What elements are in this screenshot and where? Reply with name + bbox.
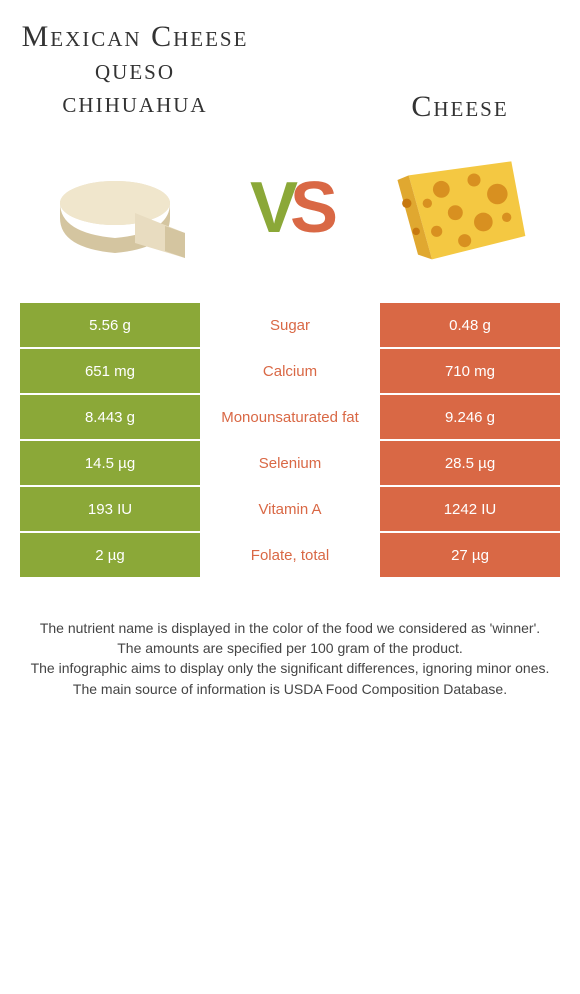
vs-label: VS (250, 167, 330, 249)
right-value: 28.5 µg (380, 441, 560, 485)
vs-v: V (250, 168, 290, 248)
footer-line: The main source of information is USDA F… (30, 680, 550, 698)
footer-line: The amounts are specified per 100 gram o… (30, 639, 550, 657)
left-value: 14.5 µg (20, 441, 200, 485)
right-value: 710 mg (380, 349, 560, 393)
left-value: 2 µg (20, 533, 200, 577)
nutrient-label: Vitamin A (200, 487, 380, 531)
footer-line: The infographic aims to display only the… (30, 659, 550, 677)
title-right: Cheese (360, 20, 560, 123)
nutrient-label: Sugar (200, 303, 380, 347)
title-left: Mexican Cheese queso chihuahua (20, 20, 250, 119)
comparison-table: 5.56 g Sugar 0.48 g 651 mg Calcium 710 m… (20, 303, 560, 579)
header: Mexican Cheese queso chihuahua Cheese (20, 20, 560, 123)
table-row: 651 mg Calcium 710 mg (20, 349, 560, 395)
cheese-image (390, 143, 530, 273)
right-value: 27 µg (380, 533, 560, 577)
nutrient-label: Monounsaturated fat (200, 395, 380, 439)
left-value: 8.443 g (20, 395, 200, 439)
nutrient-label: Calcium (200, 349, 380, 393)
left-value: 193 IU (20, 487, 200, 531)
footer-notes: The nutrient name is displayed in the co… (20, 619, 560, 698)
table-row: 193 IU Vitamin A 1242 IU (20, 487, 560, 533)
table-row: 14.5 µg Selenium 28.5 µg (20, 441, 560, 487)
footer-line: The nutrient name is displayed in the co… (30, 619, 550, 637)
nutrient-label: Folate, total (200, 533, 380, 577)
queso-chihuahua-image (50, 143, 190, 273)
nutrient-label: Selenium (200, 441, 380, 485)
right-value: 1242 IU (380, 487, 560, 531)
images-row: VS (20, 143, 560, 273)
left-value: 5.56 g (20, 303, 200, 347)
vs-s: S (290, 168, 330, 248)
table-row: 5.56 g Sugar 0.48 g (20, 303, 560, 349)
right-value: 0.48 g (380, 303, 560, 347)
left-value: 651 mg (20, 349, 200, 393)
table-row: 2 µg Folate, total 27 µg (20, 533, 560, 579)
table-row: 8.443 g Monounsaturated fat 9.246 g (20, 395, 560, 441)
right-value: 9.246 g (380, 395, 560, 439)
